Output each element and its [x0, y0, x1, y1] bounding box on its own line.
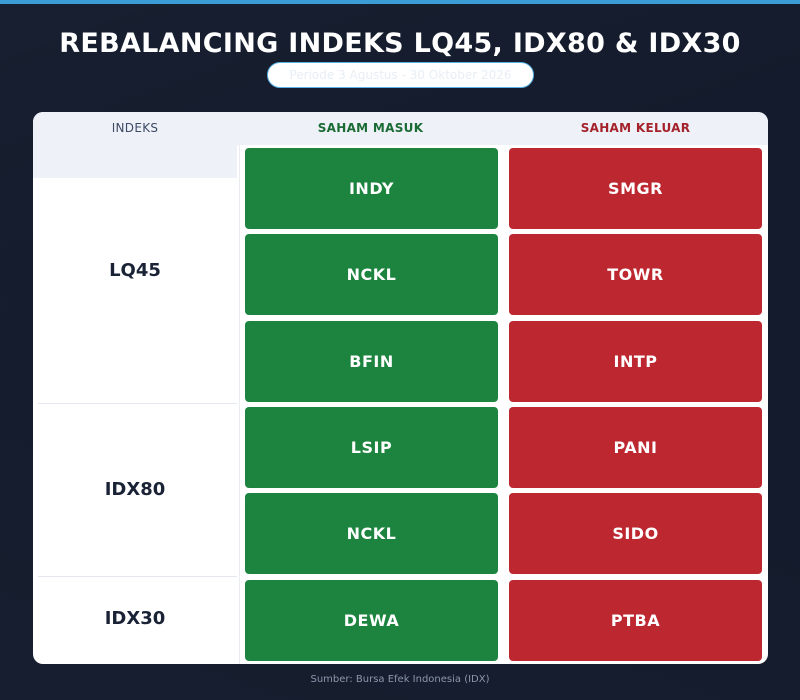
stock-out-cell: SIDO	[509, 493, 762, 574]
stock-in-cell: LSIP	[245, 407, 498, 488]
header-stocks-in: SAHAM MASUK	[317, 121, 424, 135]
index-label-lq45: LQ45	[109, 260, 161, 281]
group-divider	[38, 403, 237, 404]
stock-in-cell: INDY	[245, 148, 498, 229]
period-badge: Periode 3 Agustus - 30 Oktober 2026	[267, 62, 534, 88]
stock-out-cell: PTBA	[509, 580, 762, 661]
column-divider	[239, 145, 240, 664]
stock-out-cell: PANI	[509, 407, 762, 488]
header-stocks-out: SAHAM KELUAR	[580, 121, 691, 135]
stock-in-cell: BFIN	[245, 321, 498, 402]
rebalancing-table: INDEKS SAHAM MASUK SAHAM KELUAR LQ45 IDX…	[33, 112, 768, 664]
group-divider	[38, 576, 237, 577]
index-label-idx80: IDX80	[104, 479, 166, 500]
top-accent-bar	[0, 0, 800, 4]
header-index: INDEKS	[111, 121, 159, 135]
stock-in-cell: DEWA	[245, 580, 498, 661]
stock-out-cell: TOWR	[509, 234, 762, 315]
page-title: REBALANCING INDEKS LQ45, IDX80 & IDX30	[59, 28, 741, 59]
stock-out-cell: INTP	[509, 321, 762, 402]
source-note: Sumber: Bursa Efek Indonesia (IDX)	[310, 674, 490, 685]
index-column-spacer	[33, 145, 237, 178]
stock-out-cell: SMGR	[509, 148, 762, 229]
index-label-idx30: IDX30	[104, 608, 166, 629]
stock-in-cell: NCKL	[245, 234, 498, 315]
table-header: INDEKS SAHAM MASUK SAHAM KELUAR	[33, 112, 768, 145]
stock-in-cell: NCKL	[245, 493, 498, 574]
